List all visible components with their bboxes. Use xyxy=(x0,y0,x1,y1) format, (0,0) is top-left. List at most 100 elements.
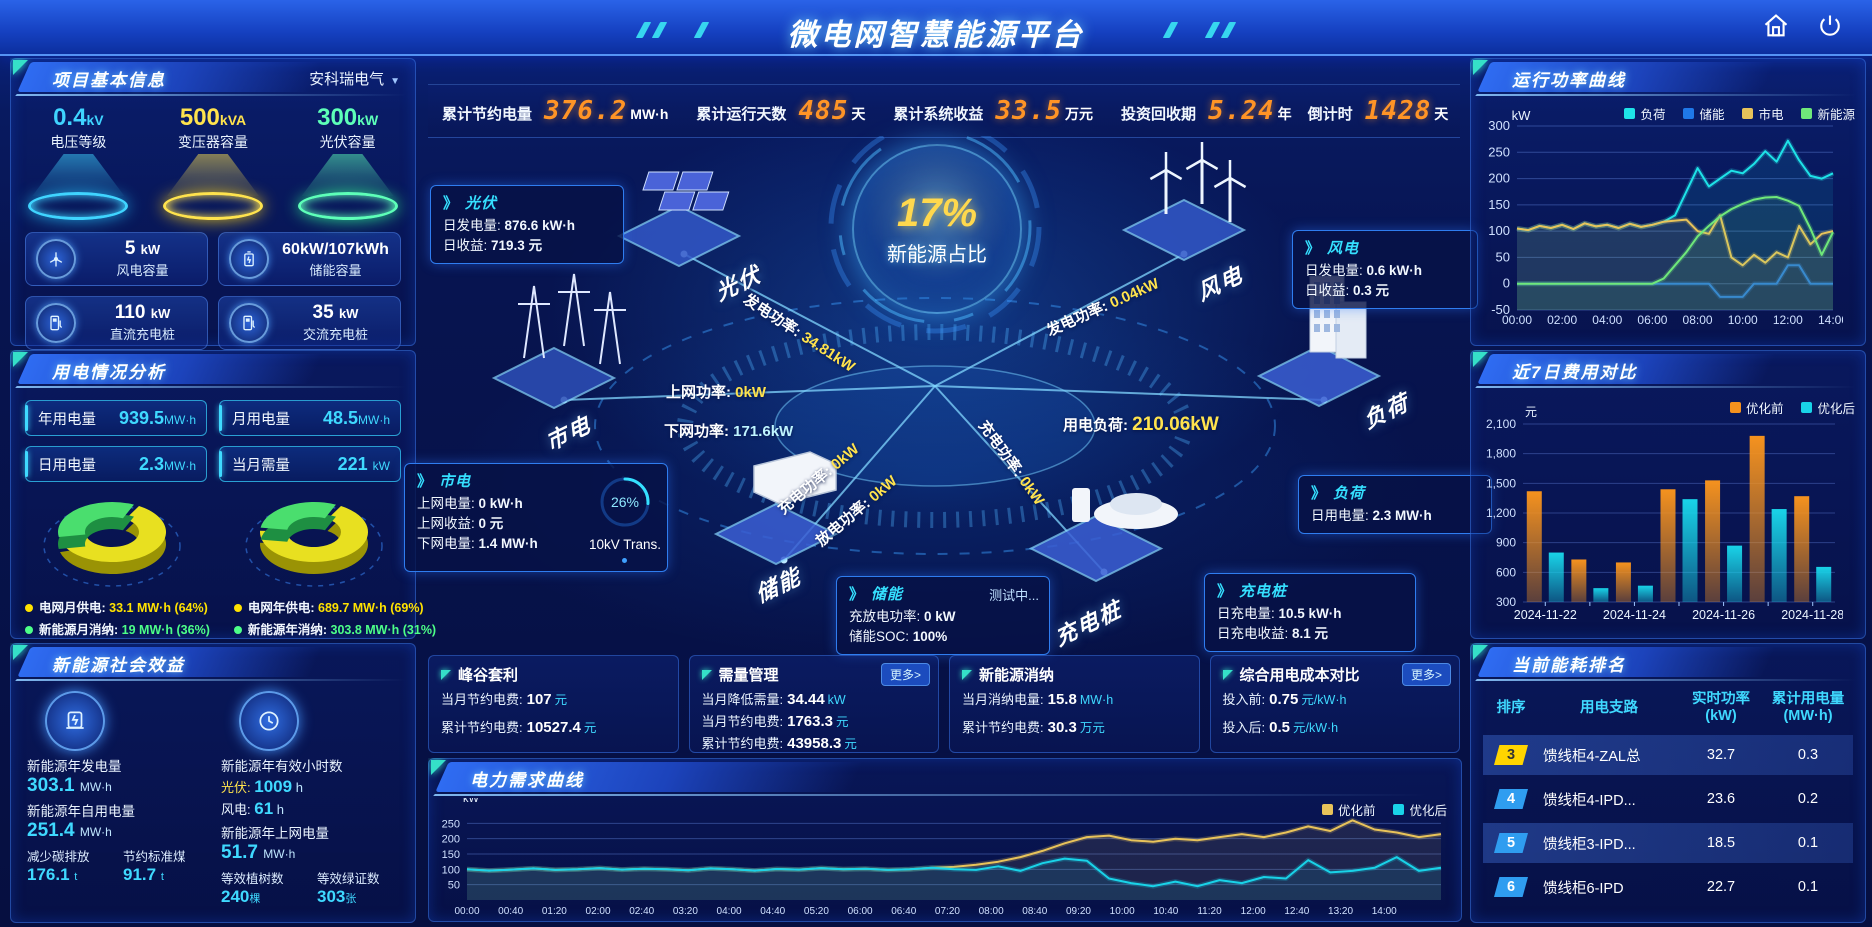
table-row: 6 馈线柜6-IPD 22.7 0.1 xyxy=(1483,867,1853,907)
panel-title: 运行功率曲线 xyxy=(1512,71,1626,90)
corner-icon xyxy=(441,670,451,680)
svg-text:250: 250 xyxy=(442,818,460,830)
svg-text:300: 300 xyxy=(1488,118,1510,133)
flow-from-grid: 下网功率: 171.6kW xyxy=(664,423,794,440)
svg-text:10:00: 10:00 xyxy=(1110,906,1135,917)
svg-text:04:00: 04:00 xyxy=(717,906,742,917)
energy-rank-table: 排序 用电支路 实时功率 (kW) 累计用电量 (MW·h) 3 馈线柜4-ZAL总… xyxy=(1483,691,1853,909)
panel-energy-rank: 当前能耗排名 排序 用电支路 实时功率 (kW) 累计用电量 (MW·h) 3 馈线… xyxy=(1470,643,1866,923)
home-icon[interactable] xyxy=(1762,12,1790,40)
svg-text:12:00: 12:00 xyxy=(1773,313,1803,327)
card-renewable-consumption: 新能源消纳 当月消纳电量: 15.8 MW·h 累计节约电费: 30.3 万元 xyxy=(949,655,1200,753)
legend-grid-year: 电网年供电: 689.7 MW·h (69%) xyxy=(233,597,436,616)
spotlight-pv: 300kW 光伏容量 xyxy=(288,104,408,220)
kpi-total-income: 累计系统收益 33.5 万元 xyxy=(893,96,1094,126)
donut-chart-year xyxy=(229,486,399,595)
kpi-saved-energy: 累计节约电量 376.2 MW·h xyxy=(442,96,669,126)
svg-text:08:40: 08:40 xyxy=(1022,906,1047,917)
svg-text:02:00: 02:00 xyxy=(586,906,611,917)
rank-badge: 6 xyxy=(1494,877,1528,897)
header-decor-right xyxy=(1162,22,1237,38)
stat-co2-reduction: 减少碳排放 176.1 t xyxy=(27,850,90,884)
svg-text:0: 0 xyxy=(1503,276,1510,291)
corner-icon xyxy=(1222,670,1233,680)
info-box-grid: 》市电 上网电量: 0 kW·h 上网收益: 0 元 下网电量: 1.4 MW·… xyxy=(404,463,668,572)
svg-text:元: 元 xyxy=(1525,405,1537,419)
svg-text:900: 900 xyxy=(1496,536,1516,550)
transformer-label: 10kV Trans. xyxy=(588,537,661,552)
spotlight-transformer: 500kVA 变压器容量 xyxy=(153,104,273,220)
kpi-countdown: 倒计时 1428 天 xyxy=(1307,96,1449,126)
svg-text:100: 100 xyxy=(1488,223,1510,238)
demand-line-chart: 50 100 150 200 250 kW 00:00 00:40 01:20 02:00 02:4… xyxy=(429,793,1461,923)
spotlight-voltage: 0.4kV 电压等级 xyxy=(18,104,138,220)
legend-renew-month: 新能源月消纳: 19 MW·h (36%) xyxy=(25,619,210,638)
power-chart-legend: 负荷 储能 市电 新能源 xyxy=(1624,104,1855,123)
svg-text:2024-11-28: 2024-11-28 xyxy=(1781,608,1843,622)
svg-text:300: 300 xyxy=(1496,595,1516,609)
panel-project-info: 项目基本信息 安科瑞电气 ▼ 0.4kV 电压等级 500kVA 变压器容量 30… xyxy=(10,58,416,350)
panel-corner-icon xyxy=(431,760,446,775)
svg-text:06:00: 06:00 xyxy=(848,906,873,917)
svg-text:1,200: 1,200 xyxy=(1486,506,1516,520)
svg-text:00:00: 00:00 xyxy=(1502,313,1532,327)
panel-title: 新能源社会效益 xyxy=(52,656,185,675)
chevron-right-icon: 》 xyxy=(849,586,866,603)
svg-text:02:40: 02:40 xyxy=(629,906,654,917)
rank-badge: 4 xyxy=(1494,789,1528,809)
more-button[interactable]: 更多> xyxy=(880,663,930,686)
svg-text:1,800: 1,800 xyxy=(1486,447,1516,461)
generator-icon xyxy=(45,691,105,751)
energy-flow-diagram: 17% 新能源占比 光伏 风电 市电 储能 充电桩 负荷 xyxy=(424,136,1464,654)
svg-text:14:00: 14:00 xyxy=(1372,906,1397,917)
legend-item: 新能源 xyxy=(1801,104,1855,123)
capacity-card-storage: 60kW/107kWh 储能容量 xyxy=(218,232,401,286)
legend-item: 优化后 xyxy=(1393,800,1447,819)
kpi-run-days: 累计运行天数 485 天 xyxy=(696,96,866,126)
stat-wind-hours: 风电: 61 h xyxy=(221,799,285,818)
svg-text:03:20: 03:20 xyxy=(673,906,698,917)
app-header: 微电网智慧能源平台 xyxy=(0,0,1872,56)
demand-chart-legend: 优化前 优化后 xyxy=(1321,800,1447,819)
wind-icon xyxy=(36,239,76,279)
panel-corner-icon xyxy=(13,352,28,367)
company-dropdown[interactable]: 安科瑞电气 ▼ xyxy=(309,71,400,88)
renewable-share-sphere: 17% 新能源占比 xyxy=(852,144,1022,314)
flow-load-power: 用电负荷: 210.06kW xyxy=(1063,414,1219,435)
cost-chart-legend: 优化前 优化后 xyxy=(1729,398,1855,417)
svg-text:07:20: 07:20 xyxy=(935,906,960,917)
info-box-load: 》负荷 日用电量: 2.3 MW·h xyxy=(1298,475,1492,534)
chevron-right-icon: 》 xyxy=(417,473,434,490)
panel-title: 项目基本信息 xyxy=(52,71,166,90)
panel-usage-analysis: 用电情况分析 年用电量 939.5MW·h 月用电量 48.5MW·h 日用电量 2.… xyxy=(10,350,436,639)
rank-badge: 3 xyxy=(1494,745,1528,765)
card-cost-compare: 综合用电成本对比 更多> 投入前: 0.75 元/kW·h 投入后: 0.5 元/kW·… xyxy=(1209,655,1460,753)
info-box-storage: 》储能 测试中... 充放电功率: 0 kW 储能SOC: 100% xyxy=(836,576,1050,655)
stat-coal-saved: 节约标准煤 91.7 t xyxy=(123,850,186,884)
svg-text:08:00: 08:00 xyxy=(1683,313,1713,327)
svg-text:200: 200 xyxy=(1488,171,1510,186)
test-status-badge: 测试中... xyxy=(989,588,1039,603)
more-button[interactable]: 更多> xyxy=(1401,663,1451,686)
panel-corner-icon xyxy=(1473,60,1488,75)
panel-title: 近7日费用对比 xyxy=(1512,363,1638,382)
stat-green-certs: 等效绿证数 303张 xyxy=(317,872,380,906)
svg-text:09:20: 09:20 xyxy=(1066,906,1091,917)
legend-item: 负荷 xyxy=(1624,104,1665,123)
svg-text:12:40: 12:40 xyxy=(1284,906,1309,917)
panel-demand-curve: 电力需求曲线 优化前 优化后 50 100 150 200 250 kW 00:00 00:40… xyxy=(428,758,1462,922)
svg-text:14:00: 14:00 xyxy=(1818,313,1843,327)
chevron-right-icon: 》 xyxy=(1311,485,1328,502)
svg-text:26%: 26% xyxy=(611,494,639,510)
page-title: 微电网智慧能源平台 xyxy=(787,19,1085,52)
stat-month-demand: 当月需量 221 kW xyxy=(219,446,401,482)
stat-trees-equivalent: 等效植树数 240棵 xyxy=(221,872,284,906)
svg-text:00:00: 00:00 xyxy=(454,906,479,917)
svg-text:12:00: 12:00 xyxy=(1241,906,1266,917)
panel-cost-compare-7d: 近7日费用对比 优化前 优化后 300 600 900 1,200 1,500 1,800 2… xyxy=(1470,350,1866,639)
power-icon[interactable] xyxy=(1816,12,1844,40)
legend-item: 储能 xyxy=(1683,104,1724,123)
svg-text:04:40: 04:40 xyxy=(760,906,785,917)
charger-icon xyxy=(229,303,269,343)
